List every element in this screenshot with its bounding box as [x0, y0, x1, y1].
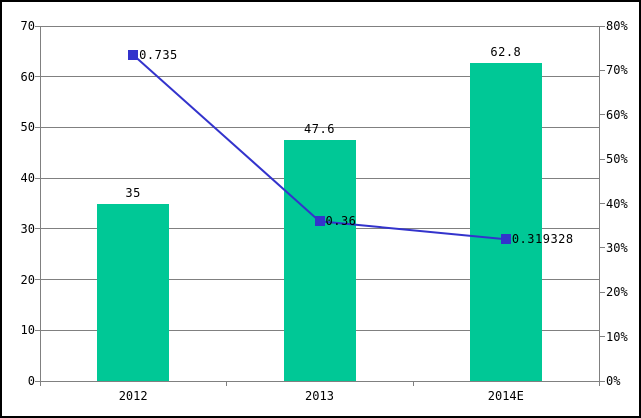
left-axis-tick [35, 76, 40, 78]
right-axis-tick [600, 380, 605, 382]
right-axis-tick [600, 291, 605, 293]
line-marker-2012 [128, 49, 139, 60]
y-axis-right-label: 0% [606, 374, 621, 388]
y-axis-right-label: 10% [606, 329, 628, 344]
x-axis-tick [412, 381, 414, 386]
left-axis-tick [35, 329, 40, 331]
y-axis-right-label: 60% [606, 107, 628, 122]
line-value-label: 0.36 [325, 214, 357, 229]
right-axis-tick [600, 69, 605, 71]
y-axis-left-label: 50 [20, 120, 35, 135]
x-axis-tick [226, 381, 228, 386]
left-axis-tick [35, 380, 40, 382]
x-axis-tick [40, 381, 41, 386]
line-value-label: 0.735 [139, 47, 178, 62]
gridline [40, 25, 599, 27]
line-value-label: 0.319328 [511, 232, 574, 247]
line-marker-2013 [314, 216, 325, 227]
right-axis-tick [600, 25, 605, 27]
y-axis-left-label: 0 [27, 374, 35, 388]
bar-2014E [469, 62, 542, 381]
y-axis-left-label: 60 [20, 69, 35, 84]
x-axis-line [40, 380, 600, 382]
left-axis-tick [35, 279, 40, 281]
right-axis-line [599, 26, 600, 381]
right-axis-tick [600, 247, 605, 249]
left-axis-tick [35, 126, 40, 128]
x-axis-category-label: 2012 [118, 389, 148, 403]
y-axis-left-label: 70 [20, 19, 35, 33]
bar-value-label: 62.8 [490, 44, 522, 59]
right-axis-tick [600, 158, 605, 160]
gridline [40, 76, 599, 78]
left-axis-tick [35, 177, 40, 179]
y-axis-right-label: 20% [606, 285, 628, 300]
y-axis-left-label: 40 [20, 171, 35, 186]
x-axis-category-label: 2013 [305, 389, 334, 403]
left-axis-line [40, 26, 41, 381]
y-axis-right-label: 80% [606, 19, 628, 33]
x-axis-category-label: 2014E [487, 389, 524, 403]
right-axis-tick [600, 336, 605, 338]
y-axis-left-label: 30 [20, 221, 35, 236]
bar-value-label: 47.6 [304, 121, 335, 136]
y-axis-right-label: 70% [606, 63, 628, 78]
bar-value-label: 35 [125, 185, 141, 200]
left-axis-tick [35, 228, 40, 230]
line-marker-2014E [500, 234, 511, 245]
y-axis-right-label: 40% [606, 196, 628, 211]
y-axis-left-label: 20 [20, 272, 35, 287]
y-axis-right-label: 50% [606, 152, 628, 167]
gridline [40, 126, 599, 128]
bar-2012 [97, 203, 170, 381]
right-axis-tick [600, 203, 605, 204]
left-axis-tick [35, 25, 40, 27]
x-axis-tick [599, 381, 600, 386]
bar-2013 [283, 139, 356, 381]
right-axis-tick [600, 114, 605, 116]
y-axis-left-label: 10 [20, 323, 35, 338]
y-axis-right-label: 30% [606, 240, 628, 255]
